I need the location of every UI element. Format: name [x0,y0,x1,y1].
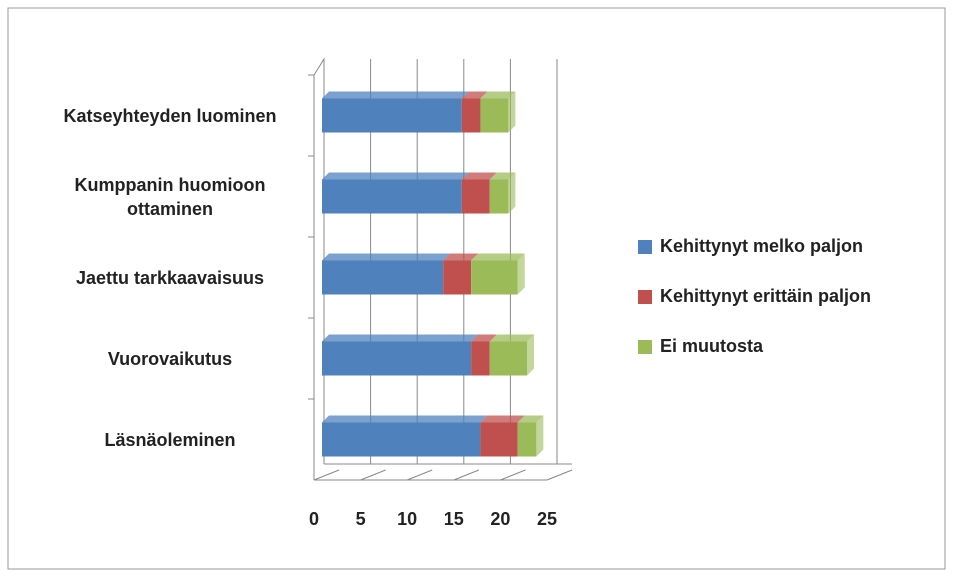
bar-segment [461,91,488,133]
floor-grid-line [360,469,386,481]
x-tick-label: 10 [397,509,417,529]
legend-label: Kehittynyt erittäin paljon [660,286,871,306]
legend-swatch [638,340,652,354]
bar-segment [322,415,488,457]
bar-segment [461,172,497,214]
bar-segment [489,172,516,214]
floor-grid-line [313,469,340,481]
bar-segment [322,334,479,376]
y-tick-label: Jaettu tarkkaavaisuus [75,267,265,288]
x-tick-label: 20 [490,509,510,529]
floor-grid-line [407,469,433,481]
bar-segment [480,415,525,457]
y-tick-label: Läsnäoleminen [104,429,236,450]
floor-grid-line [500,469,526,481]
x-tick-label: 5 [356,509,366,529]
floor-grid-line [453,469,479,481]
legend-swatch [638,240,652,254]
x-tick-label: 25 [537,509,557,529]
bar-segment [480,91,516,133]
x-tick-label: 0 [309,509,319,529]
bar-segment [471,334,497,376]
bar-segment [322,253,451,295]
legend-label: Kehittynyt melko paljon [660,236,863,256]
floor-grid-line [546,469,573,481]
bar-segment [517,415,544,457]
bar-segment [471,253,525,295]
bar-segment [322,91,469,133]
bar-segment [322,172,469,214]
legend-label: Ei muutosta [660,336,764,356]
y-tick-label: Katseyhteyden luominen [63,105,277,126]
y-tick-label: Vuorovaikutus [107,348,233,369]
bar-segment [443,253,479,295]
legend-swatch [638,290,652,304]
bar-segment [489,334,535,376]
x-tick-label: 15 [444,509,464,529]
y-tick-label: Kumppanin huomioon ottaminen [74,174,266,219]
